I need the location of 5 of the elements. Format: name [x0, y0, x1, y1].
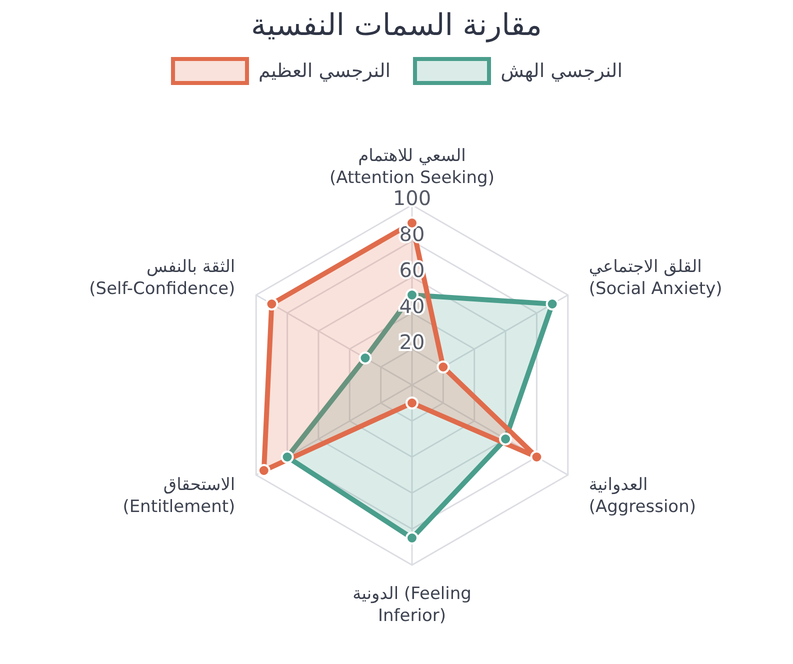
- chart-title: مقارنة السمات النفسية: [250, 8, 543, 43]
- legend-label: النرجسي الهش: [500, 60, 622, 82]
- legend-label: النرجسي العظيم: [258, 60, 391, 82]
- y-tick-label: 100: [392, 186, 432, 210]
- y-tick-label: 20: [399, 330, 425, 354]
